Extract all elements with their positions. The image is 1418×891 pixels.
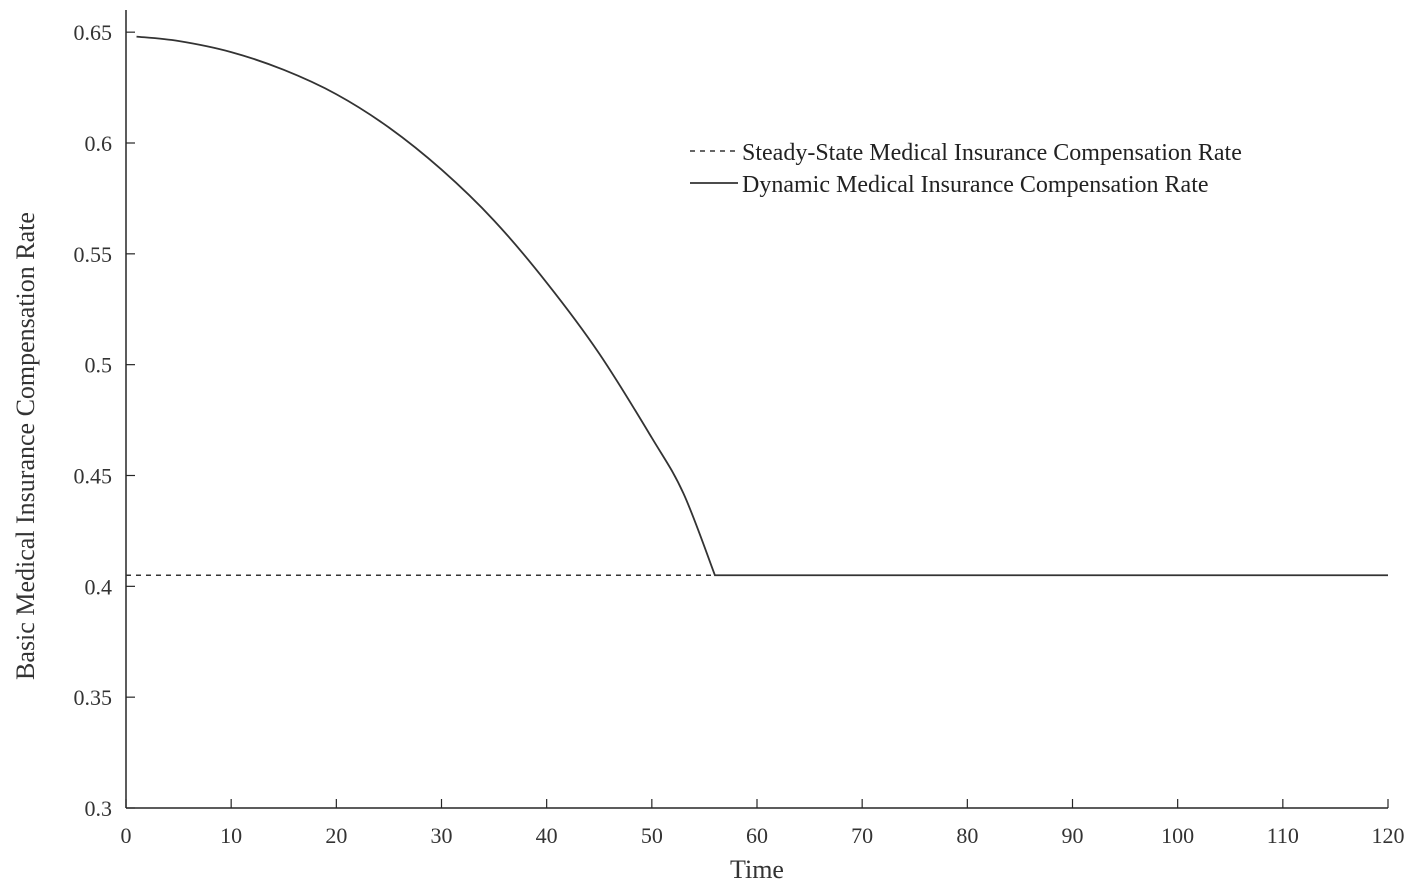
y-tick-label: 0.3 xyxy=(85,796,113,821)
x-tick-label: 30 xyxy=(431,823,453,848)
x-tick-label: 60 xyxy=(746,823,768,848)
x-tick-label: 20 xyxy=(325,823,347,848)
x-tick-label: 90 xyxy=(1062,823,1084,848)
legend-label: Steady-State Medical Insurance Compensat… xyxy=(742,140,1242,166)
dynamic-series-line xyxy=(136,35,1388,577)
x-tick-label: 120 xyxy=(1372,823,1405,848)
series-lines xyxy=(126,35,1388,577)
x-tick-label: 50 xyxy=(641,823,663,848)
y-tick-label: 0.5 xyxy=(85,353,113,378)
y-tick-label: 0.35 xyxy=(74,685,113,710)
legend-label: Dynamic Medical Insurance Compensation R… xyxy=(742,172,1209,198)
x-tick-label: 80 xyxy=(956,823,978,848)
x-tick-label: 110 xyxy=(1267,823,1299,848)
x-tick-label: 10 xyxy=(220,823,242,848)
x-tick-label: 70 xyxy=(851,823,873,848)
y-axis-title: Basic Medical Insurance Compensation Rat… xyxy=(11,212,40,680)
y-tick-label: 0.4 xyxy=(85,574,113,599)
legend: Steady-State Medical Insurance Compensat… xyxy=(690,140,1242,198)
ticks: 0 10 20 30 40 50 60 70 80 90 100 110 120 0.3 0.35 0.4 0.… xyxy=(74,20,1405,848)
y-tick-label: 0.45 xyxy=(74,464,113,489)
axes xyxy=(125,10,1388,809)
x-tick-label: 40 xyxy=(536,823,558,848)
y-tick-label: 0.65 xyxy=(74,20,113,45)
x-axis-title: Time xyxy=(730,855,784,884)
y-tick-label: 0.6 xyxy=(85,131,113,156)
x-tick-label: 0 xyxy=(121,823,132,848)
x-tick-label: 100 xyxy=(1161,823,1194,848)
y-tick-label: 0.55 xyxy=(74,242,113,267)
